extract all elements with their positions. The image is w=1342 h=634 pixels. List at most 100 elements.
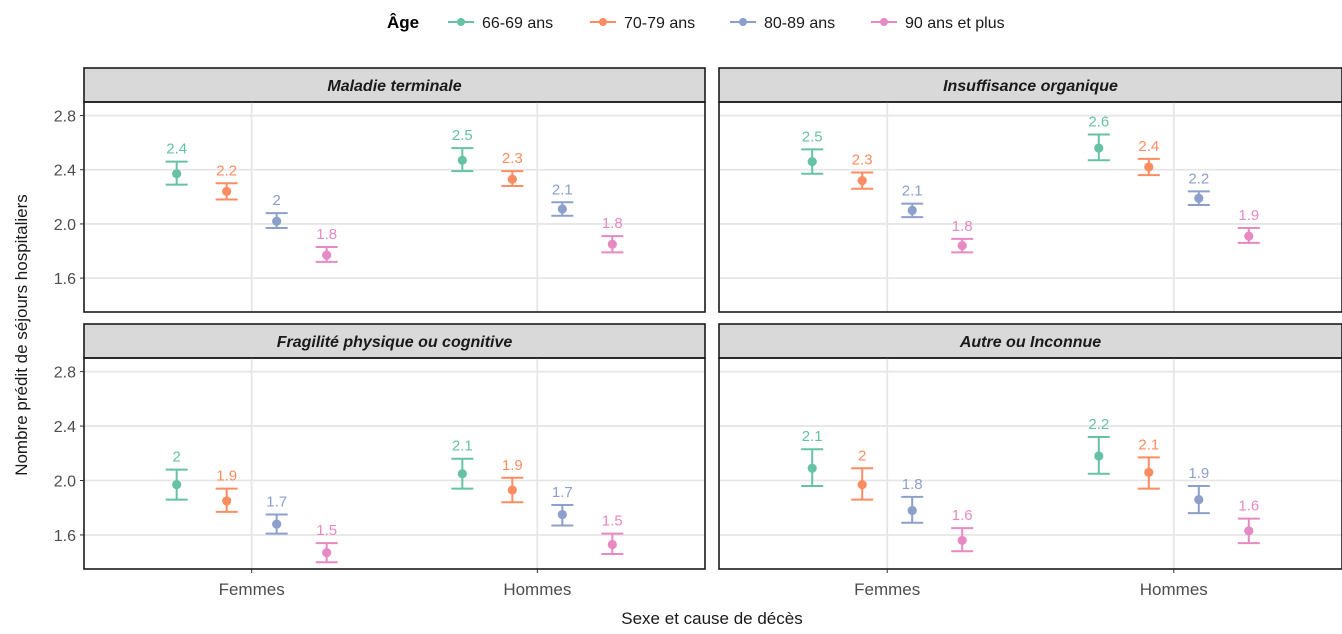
data-label: 1.8 [902,476,923,493]
data-label: 2 [172,449,180,466]
data-point [907,205,917,215]
data-label: 1.8 [952,218,973,235]
facet-strip [718,323,1342,359]
y-tick-label: 2.8 [54,109,76,126]
data-point [1244,526,1254,536]
data-point [857,480,867,490]
panel-border [718,101,1342,313]
data-point [907,505,917,516]
data-point [272,216,282,226]
legend-entry: 66-69 ans [448,15,553,32]
data-point [457,469,467,479]
data-point [272,519,282,529]
x-tick-label: Femmes [219,580,285,599]
legend-title: Âge [387,13,419,32]
data-label: 2.5 [802,128,823,145]
data-point [1144,467,1154,477]
y-tick-label: 2.4 [54,163,76,180]
facet-title: Autre ou Inconnue [959,334,1101,351]
x-tick-label: Hommes [503,580,571,599]
data-point [1144,162,1154,172]
data-label: 2.4 [1138,138,1159,155]
legend-label: 80-89 ans [764,15,835,32]
data-point [807,157,817,167]
data-label: 2 [272,192,280,209]
data-point [507,174,517,184]
panel-border [83,101,706,313]
facet-title: Fragilité physique ou cognitive [277,334,513,351]
data-label: 2.4 [166,141,187,158]
x-axis-title: Sexe et cause de décès [621,609,802,628]
data-label: 1.9 [502,457,523,474]
y-tick-label: 2.8 [54,365,76,382]
facet-strip [83,323,706,359]
y-axis-title: Nombre prédit de séjours hospitaliers [12,194,31,476]
data-label: 1.9 [1238,207,1259,224]
data-point [1244,231,1254,241]
data-point [957,535,967,546]
data-point [322,250,332,260]
data-point [1194,193,1204,203]
data-label: 2.1 [902,183,923,200]
data-label: 2.3 [502,150,523,167]
legend-label: 66-69 ans [482,15,553,32]
x-tick-label: Hommes [1140,580,1208,599]
data-label: 1.5 [316,522,337,539]
data-label: 1.7 [266,494,287,511]
x-tick-label: Femmes [854,580,920,599]
data-label: 1.9 [216,468,237,485]
data-point [607,539,617,550]
data-point [1094,451,1104,461]
legend-key-point [457,18,465,26]
data-point [222,496,232,506]
data-label: 1.5 [602,513,623,530]
data-label: 1.6 [952,507,973,524]
facet-strip [718,67,1342,103]
data-label: 2.2 [1088,416,1109,433]
data-point [1094,143,1104,153]
y-tick-label: 2.0 [54,474,76,491]
data-label: 2.6 [1088,114,1109,131]
data-point [557,204,567,214]
data-label: 2.1 [452,438,473,455]
legend-key-point [739,18,747,26]
data-label: 1.6 [1238,498,1259,515]
facet-panel: Maladie terminale 1.6 2.0 2.4 2.8 2.4 2.5 2.2 2.… [54,67,706,313]
data-point [457,155,467,165]
data-point [222,186,232,197]
facet-title: Maladie terminale [327,78,461,95]
data-point [172,169,182,179]
facet-panel: Fragilité physique ou cognitive 1.6 2.0 2.4… [54,323,706,599]
data-label: 1.8 [602,215,623,232]
panel-border [718,357,1342,570]
data-label: 2.3 [852,151,873,168]
data-label: 2.1 [1138,436,1159,453]
data-point [172,480,182,490]
data-label: 1.7 [552,484,573,501]
legend-entry: 90 ans et plus [871,15,1005,32]
data-label: 2.2 [1188,170,1209,187]
data-point [1194,494,1204,505]
data-point [322,548,332,558]
data-label: 2 [858,447,866,464]
legend-entry: 80-89 ans [730,15,835,32]
data-label: 2.5 [452,127,473,144]
facet-strip [83,67,706,103]
data-point [957,241,967,251]
y-tick-label: 2.0 [54,217,76,234]
facet-panel: Autre ou Inconnue Femmes Hommes 2.1 2.2 2 2.1 1… [718,323,1342,599]
facet-title: Insuffisance organique [943,78,1118,95]
data-label: 2.1 [552,181,573,198]
legend-entry: 70-79 ans [590,15,695,32]
legend-label: 90 ans et plus [905,15,1005,32]
data-label: 1.9 [1188,465,1209,482]
facet-panel: Insuffisance organique 2.5 2.6 2.3 2.4 2.1 2.2… [718,67,1342,313]
data-point [857,175,867,186]
data-label: 2.1 [802,428,823,445]
legend-label: 70-79 ans [624,15,695,32]
data-label: 1.8 [316,226,337,243]
panel-border [83,357,706,570]
legend-key-point [599,18,607,26]
